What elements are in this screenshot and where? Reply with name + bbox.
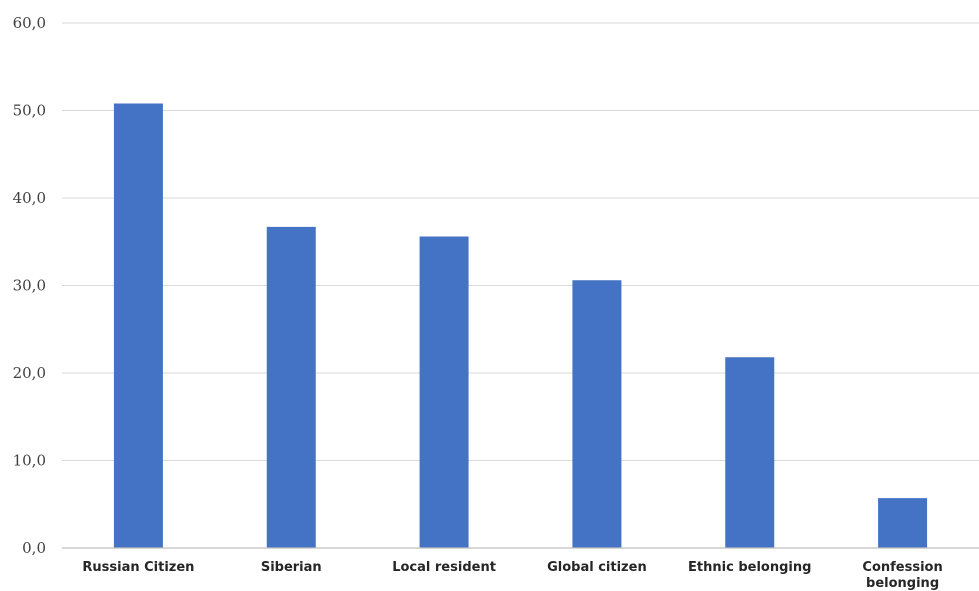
bar xyxy=(572,280,622,548)
bar xyxy=(266,226,316,548)
y-tick-label: 40,0 xyxy=(13,189,46,207)
x-tick-label-line: Confession xyxy=(862,560,942,575)
x-tick-label: Russian Citizen xyxy=(82,560,194,575)
gridlines xyxy=(62,22,979,461)
x-tick-label: Local resident xyxy=(392,560,496,575)
x-tick-label-line: Local resident xyxy=(392,560,496,575)
y-tick-label: 0,0 xyxy=(22,539,46,557)
bar xyxy=(725,357,775,548)
y-tick-label: 10,0 xyxy=(13,452,46,470)
x-tick-label: Global citizen xyxy=(547,560,647,575)
y-tick-label: 20,0 xyxy=(13,364,46,382)
x-tick-label-line: Siberian xyxy=(261,560,322,575)
x-axis-tick-labels: Russian Citizen Siberian Local resident Glo… xyxy=(82,560,942,591)
x-tick-label: Siberian xyxy=(261,560,322,575)
bar xyxy=(878,498,928,548)
x-tick-label-line: Russian Citizen xyxy=(82,560,194,575)
x-tick-label-line: belonging xyxy=(866,576,939,591)
x-tick-label: Ethnic belonging xyxy=(688,560,811,575)
x-tick-label-line: Global citizen xyxy=(547,560,647,575)
bar xyxy=(419,236,469,548)
x-tick-label: Confession belonging xyxy=(862,560,942,591)
y-axis-tick-labels: 0,0 10,0 20,0 30,0 40,0 50,0 60,0 xyxy=(13,14,46,557)
y-tick-label: 60,0 xyxy=(13,14,46,32)
bar xyxy=(113,103,163,548)
bars xyxy=(113,103,928,548)
y-tick-label: 30,0 xyxy=(13,277,46,295)
y-tick-label: 50,0 xyxy=(13,102,46,120)
x-tick-label-line: Ethnic belonging xyxy=(688,560,811,575)
